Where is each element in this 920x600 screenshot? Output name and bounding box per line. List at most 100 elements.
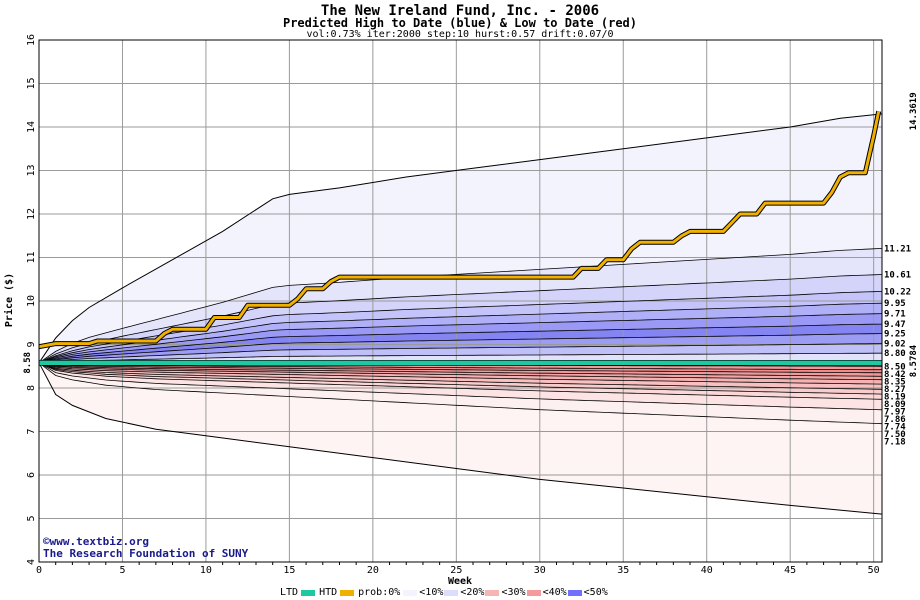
x-tick-label: 5: [119, 565, 125, 576]
right-quantile-label: 9.02: [884, 340, 906, 350]
high-quantile-line: [38, 352, 882, 364]
high-band: [39, 343, 882, 363]
y-tick-label: 13: [26, 164, 37, 176]
high-quantile-line: [38, 333, 883, 364]
low-quantile-line: [38, 362, 883, 395]
y-tick-label: 8: [26, 385, 37, 391]
start-price-label: 8.58: [23, 352, 33, 374]
low-band: [39, 362, 882, 515]
htd-end-label: 14.3619: [909, 92, 919, 130]
right-quantile-label: 8.19: [884, 392, 906, 402]
chart-subtitle: Predicted High to Date (blue) & Low to D…: [282, 16, 637, 30]
legend-bin-swatch: [526, 589, 541, 596]
high-band: [39, 113, 882, 363]
legend-bin-label: <50%: [583, 587, 608, 598]
y-tick-label: 15: [26, 77, 37, 89]
low-quantile-line: [38, 362, 882, 371]
high-quantile-line: [38, 343, 883, 364]
ltd-end-label: 8.5784: [909, 344, 919, 377]
right-quantile-label: 8.35: [884, 377, 906, 387]
low-envelope-line: [38, 362, 883, 515]
x-tick-label: 30: [534, 565, 546, 576]
low-quantile-line: [38, 362, 883, 374]
y-tick-label: 16: [26, 34, 37, 46]
x-tick-label: 35: [617, 565, 629, 576]
high-band: [39, 324, 882, 363]
x-tick-label: 45: [784, 565, 796, 576]
right-quantile-label: 7.18: [884, 437, 906, 447]
low-quantile-line: [38, 362, 883, 381]
x-tick-label: 15: [283, 565, 295, 576]
right-quantile-label: 7.86: [884, 415, 906, 425]
legend-bin-label: <10%: [419, 587, 444, 598]
low-band: [39, 362, 882, 410]
right-quantile-label: 8.50: [884, 362, 906, 372]
low-band: [39, 362, 882, 380]
y-tick-label: 5: [26, 515, 37, 521]
y-tick-label: 9: [26, 341, 37, 347]
low-band: [39, 362, 882, 390]
high-quantile-line: [38, 291, 883, 364]
legend-bins: <10% <20% <30% <40% <50%: [402, 587, 608, 598]
low-band: [39, 362, 882, 385]
high-quantile-line: [38, 274, 883, 364]
high-quantile-line: [38, 302, 883, 364]
high-band: [39, 274, 882, 363]
legend-htd-swatch: [340, 589, 355, 596]
y-tick-label: 6: [26, 472, 37, 478]
x-tick-label: 20: [367, 565, 379, 576]
y-tick-label: 4: [26, 559, 37, 565]
right-quantile-label: 9.47: [884, 320, 906, 330]
legend-htd-label: HTD: [319, 587, 338, 598]
right-quantile-label: 8.27: [884, 385, 906, 395]
x-axis-title: Week: [448, 576, 472, 587]
x-tick-label: 50: [868, 565, 880, 576]
legend-bin-label: <30%: [501, 587, 526, 598]
right-quantile-label: 7.74: [884, 422, 906, 432]
low-quantile-line: [38, 362, 883, 377]
high-envelope-line: [38, 113, 883, 364]
legend: LTD HTD prob:0% <10% <20% <30% <40% <50%: [280, 587, 608, 598]
legend-bin-swatch: [567, 589, 582, 596]
low-band: [39, 362, 882, 377]
htd-line: [38, 110, 881, 349]
high-band: [39, 291, 882, 363]
plot-frame: [38, 39, 883, 563]
high-quantile-line: [38, 313, 883, 364]
right-quantile-label: 8.42: [884, 370, 906, 380]
low-band: [39, 362, 882, 395]
y-tick-label: 10: [26, 295, 37, 307]
right-quantile-label: 10.61: [884, 270, 911, 280]
low-quantile-line: [38, 362, 883, 425]
y-tick-label: 12: [26, 208, 37, 220]
y-axis-title: Price ($): [3, 273, 15, 327]
high-band: [39, 333, 882, 363]
y-tick-label: 11: [26, 251, 37, 263]
low-quantile-line: [38, 362, 883, 400]
legend-ltd-label: LTD: [280, 587, 299, 598]
y-tick-label: 14: [26, 121, 37, 133]
right-quantile-label: 8.09: [884, 400, 906, 410]
chart-params: vol:0.73% iter:2000 step:10 hurst:0.57 d…: [306, 29, 614, 40]
right-quantile-label: 7.97: [884, 407, 906, 417]
high-quantile-line: [38, 323, 883, 364]
legend-bin-swatch: [403, 589, 418, 596]
legend-bin-label: <40%: [542, 587, 567, 598]
y-tick-label: 7: [26, 428, 37, 434]
right-quantile-label: 11.21: [884, 244, 911, 254]
x-tick-label: 25: [450, 565, 462, 576]
high-quantile-line: [38, 248, 883, 364]
legend-prob-label: prob:0%: [358, 587, 401, 598]
ltd-line: [38, 360, 883, 366]
legend-bin-swatch: [444, 589, 459, 596]
x-tick-label: 40: [701, 565, 713, 576]
low-quantile-line: [38, 362, 883, 385]
low-band: [39, 362, 882, 400]
high-band: [39, 303, 882, 363]
low-quantile-line: [38, 362, 883, 390]
high-band: [39, 248, 882, 363]
high-band: [39, 313, 882, 363]
right-quantile-label: 9.95: [884, 299, 906, 309]
right-quantile-label: 9.71: [884, 310, 906, 320]
